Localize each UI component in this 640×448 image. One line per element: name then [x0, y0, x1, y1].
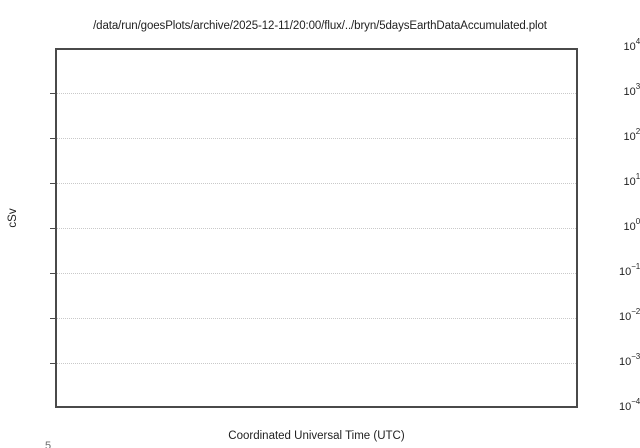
- grid-line: [57, 138, 576, 139]
- y-tick-label: 103: [623, 82, 640, 98]
- clipped-x-tick-label: 5: [44, 441, 52, 448]
- y-tick-label: 100: [623, 217, 640, 233]
- y-tick-label: 10−2: [619, 307, 640, 323]
- grid-line: [57, 228, 576, 229]
- y-axis-title-wrapper: cSv: [0, 208, 43, 228]
- grid-line: [57, 93, 576, 94]
- grid-line: [57, 318, 576, 319]
- x-axis-title: Coordinated Universal Time (UTC): [228, 430, 405, 442]
- grid-line: [57, 183, 576, 184]
- grid-line: [57, 363, 576, 364]
- y-tick-mark: [50, 273, 57, 274]
- plot-area[interactable]: [55, 48, 578, 408]
- y-tick-label: 10−4: [619, 397, 640, 413]
- y-tick-mark: [50, 93, 57, 94]
- y-tick-mark: [50, 363, 57, 364]
- page-title: /data/run/goesPlots/archive/2025-12-11/2…: [93, 20, 547, 32]
- y-tick-mark: [50, 228, 57, 229]
- y-tick-label: 10−1: [619, 262, 640, 278]
- y-tick-mark: [50, 138, 57, 139]
- y-tick-label: 10−3: [619, 352, 640, 368]
- y-tick-label: 101: [623, 172, 640, 188]
- y-tick-mark: [50, 318, 57, 319]
- y-tick-label: 104: [623, 37, 640, 53]
- y-axis-title: cSv: [7, 208, 19, 228]
- grid-line: [57, 273, 576, 274]
- y-tick-label: 102: [623, 127, 640, 143]
- y-tick-mark: [50, 183, 57, 184]
